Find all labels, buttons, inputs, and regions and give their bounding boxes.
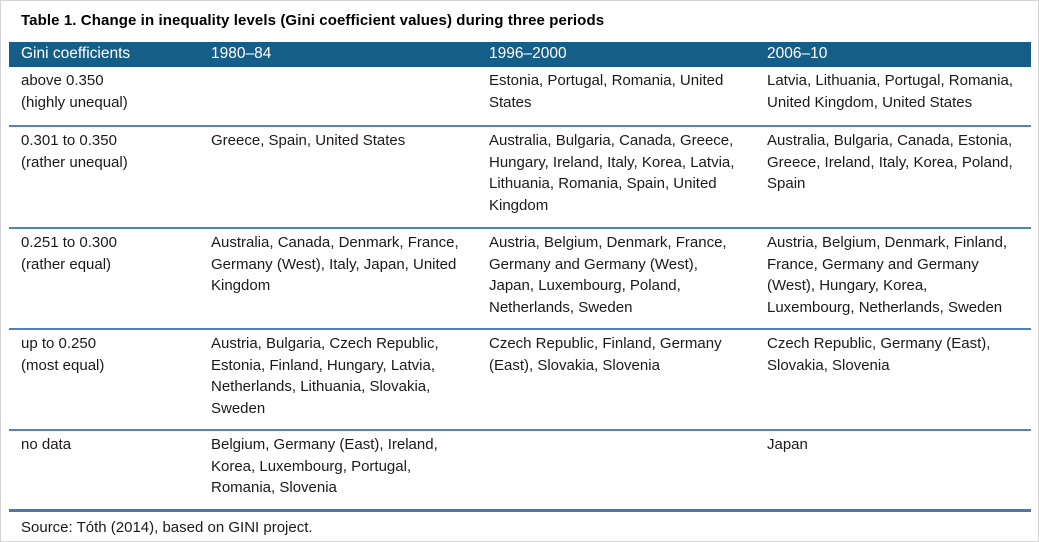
table-row-0301-to-0350: 0.301 to 0.350 (rather unequal) Greece, … bbox=[9, 125, 1031, 228]
row-sublabel: (rather unequal) bbox=[21, 153, 128, 171]
row-label: 0.251 to 0.300 bbox=[21, 234, 117, 251]
cell-2006-10: Latvia, Lithuania, Portugal, Romania, Un… bbox=[767, 72, 1013, 111]
cell-1996-2000 bbox=[477, 429, 755, 510]
table-row-0251-to-0300: 0.251 to 0.300 (rather equal) Australia,… bbox=[9, 227, 1031, 329]
table-row-no-data: no data Belgium, Germany (East), Ireland… bbox=[9, 429, 1031, 510]
cell-2006-10: Australia, Bulgaria, Canada, Estonia, Gr… bbox=[755, 125, 1031, 228]
cell-1980-84: Austria, Bulgaria, Czech Republic, Eston… bbox=[199, 328, 477, 430]
cell-1980-84: Greece, Spain, United States bbox=[199, 125, 477, 228]
row-label: 0.301 to 0.350 bbox=[21, 132, 117, 149]
gini-coefficients-table: Gini coefficients 1980–84 1996–2000 2006… bbox=[9, 42, 1031, 512]
cell-2006-10: Austria, Belgium, Denmark, Finland, Fran… bbox=[755, 227, 1031, 329]
table-title: Table 1. Change in inequality levels (Gi… bbox=[21, 12, 605, 29]
source-note: Source: Tóth (2014), based on GINI proje… bbox=[21, 518, 313, 536]
row-label: up to 0.250 bbox=[21, 335, 97, 352]
row-sublabel: (highly unequal) bbox=[21, 93, 128, 111]
row-label-cell: above 0.350 (highly unequal) bbox=[9, 67, 199, 126]
table-row-above-0350: above 0.350 (highly unequal) Estonia, Po… bbox=[9, 67, 1031, 126]
row-label-cell: no data bbox=[9, 429, 199, 510]
cell-2006-10: Japan bbox=[755, 429, 1031, 510]
row-sublabel: (rather equal) bbox=[21, 255, 112, 273]
cell-1980-84: Belgium, Germany (East), Ireland, Korea,… bbox=[199, 429, 477, 510]
row-label: no data bbox=[21, 436, 72, 453]
column-header-1980-84: 1980–84 bbox=[199, 42, 477, 67]
row-label-cell: 0.251 to 0.300 (rather equal) bbox=[9, 227, 199, 329]
row-label: above 0.350 bbox=[21, 72, 104, 89]
cell-1980-84 bbox=[199, 67, 477, 126]
column-header-1996-2000: 1996–2000 bbox=[477, 42, 755, 67]
cell-1996-2000: Australia, Bulgaria, Canada, Greece, Hun… bbox=[477, 125, 755, 228]
column-header-2006-10: 2006–10 bbox=[755, 42, 1031, 67]
table-row-up-to-0250: up to 0.250 (most equal) Austria, Bulgar… bbox=[9, 328, 1031, 430]
row-label-cell: up to 0.250 (most equal) bbox=[9, 328, 199, 430]
row-label-cell: 0.301 to 0.350 (rather unequal) bbox=[9, 125, 199, 228]
cell-1996-2000: Czech Republic, Finland, Germany (East),… bbox=[477, 328, 755, 430]
header-row: Gini coefficients 1980–84 1996–2000 2006… bbox=[9, 42, 1031, 67]
cell-1996-2000: Estonia, Portugal, Romania, United State… bbox=[489, 72, 724, 111]
cell-1980-84: Australia, Canada, Denmark, France, Germ… bbox=[199, 227, 477, 329]
cell-1996-2000: Austria, Belgium, Denmark, France, Germa… bbox=[477, 227, 755, 329]
row-sublabel: (most equal) bbox=[21, 356, 105, 374]
cell-2006-10: Czech Republic, Germany (East), Slovakia… bbox=[755, 328, 1031, 430]
column-header-gini-coefficients: Gini coefficients bbox=[9, 42, 199, 67]
